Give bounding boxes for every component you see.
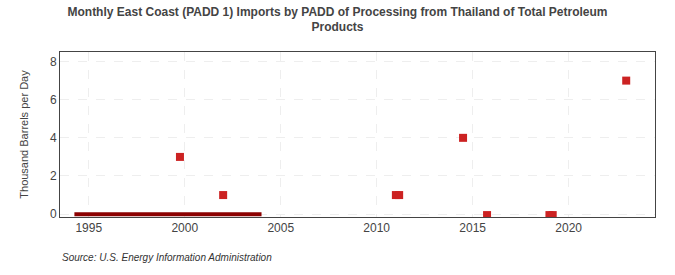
- svg-text:6: 6: [50, 93, 57, 107]
- svg-text:Monthly East Coast (PADD 1) Im: Monthly East Coast (PADD 1) Imports by P…: [67, 5, 607, 35]
- svg-text:2015: 2015: [459, 221, 486, 235]
- svg-text:2020: 2020: [555, 221, 582, 235]
- svg-text:2010: 2010: [363, 221, 390, 235]
- svg-text:2: 2: [50, 169, 57, 183]
- svg-text:8: 8: [50, 55, 57, 69]
- svg-text:1995: 1995: [75, 221, 102, 235]
- svg-text:4: 4: [50, 131, 57, 145]
- svg-text:2005: 2005: [267, 221, 294, 235]
- svg-text:2000: 2000: [171, 221, 198, 235]
- svg-text:Source: U.S. Energy Informatio: Source: U.S. Energy Information Administ…: [62, 252, 272, 263]
- svg-text:0: 0: [50, 207, 57, 221]
- svg-text:Thousand Barrels per Day: Thousand Barrels per Day: [18, 70, 30, 199]
